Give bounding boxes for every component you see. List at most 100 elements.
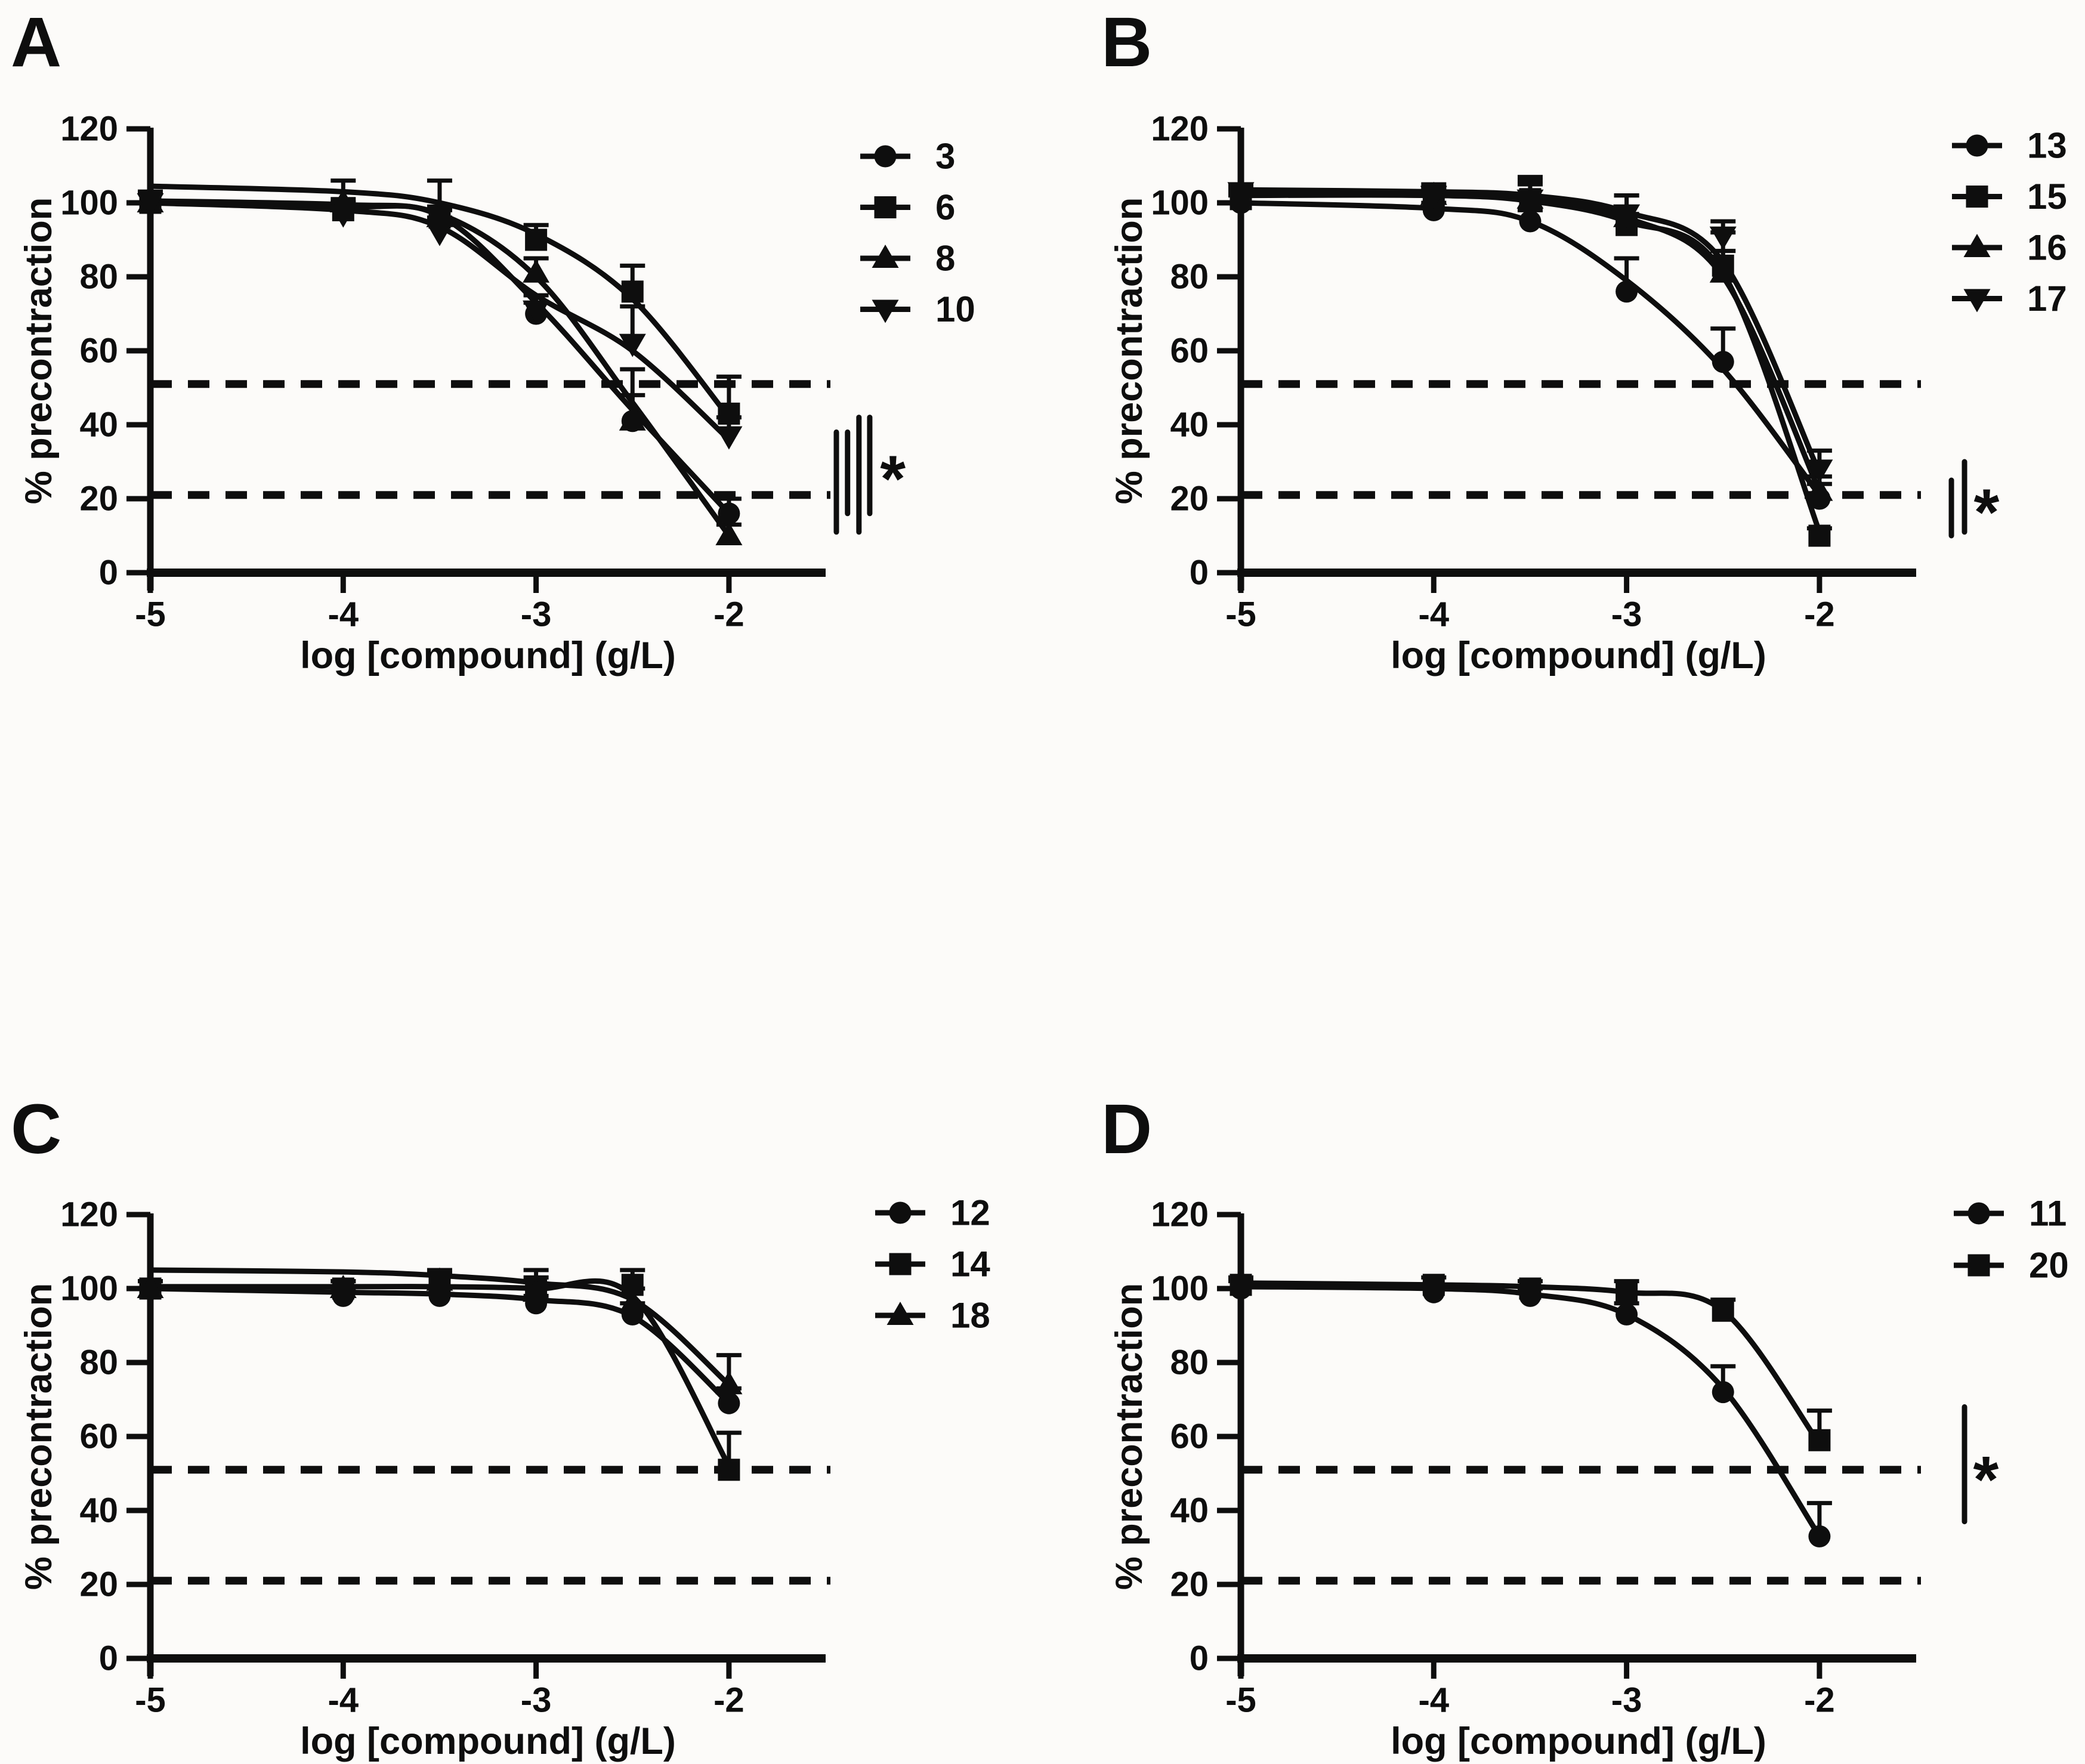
marker-circle xyxy=(1616,280,1638,303)
significance-star: * xyxy=(1973,476,1999,549)
y-tick-label: 40 xyxy=(79,406,118,444)
x-tick-label: -5 xyxy=(135,1681,166,1720)
x-tick-label: -2 xyxy=(713,1681,745,1720)
legend-label: 3 xyxy=(935,137,955,177)
marker-square xyxy=(718,1459,740,1481)
marker-circle xyxy=(1712,351,1734,373)
marker-triangle-down xyxy=(137,193,164,217)
panel-label-C: C xyxy=(11,1090,62,1169)
marker-square xyxy=(874,196,897,218)
marker-triangle-down xyxy=(329,204,357,228)
legend-label: 15 xyxy=(2027,177,2067,217)
curve-18 xyxy=(147,1267,732,1388)
legend-label: 18 xyxy=(950,1296,990,1336)
marker-triangle-down xyxy=(619,333,646,357)
y-tick-label: 120 xyxy=(1151,1195,1209,1234)
marker-triangle-down xyxy=(715,426,743,450)
y-tick-label: 40 xyxy=(79,1491,118,1530)
legend-label: 16 xyxy=(2027,228,2067,268)
y-tick-label: 20 xyxy=(1170,480,1209,518)
legend-label: 14 xyxy=(950,1244,990,1284)
marker-triangle-down xyxy=(426,223,453,246)
marker-triangle-up xyxy=(619,407,646,431)
curve-17 xyxy=(1238,187,1823,476)
marker-triangle-up xyxy=(1709,259,1737,283)
marker-circle xyxy=(1519,210,1542,233)
panel-B: 0 20 40 60 80 100 120 -5 -4 -3 -2 log [compound] (g… xyxy=(1108,110,2067,677)
x-tick-label: -3 xyxy=(1611,595,1642,634)
legend-item-16: 16 xyxy=(1952,228,2067,268)
panel-label-B: B xyxy=(1101,3,1153,82)
x-tick-label: -4 xyxy=(1419,1681,1450,1720)
y-tick-label: 60 xyxy=(79,332,118,370)
marker-circle xyxy=(718,1392,740,1414)
marker-triangle-up xyxy=(1806,477,1833,501)
marker-square xyxy=(1966,186,1988,208)
y-tick-label: 40 xyxy=(1170,406,1209,444)
legend-item-12: 12 xyxy=(875,1193,990,1233)
y-tick-label: 120 xyxy=(1151,110,1209,149)
legend-label: 20 xyxy=(2029,1246,2069,1286)
marker-triangle-up xyxy=(886,1302,914,1325)
x-tick-label: -5 xyxy=(135,595,166,634)
significance-annotation: * xyxy=(1948,459,1999,549)
y-tick-label: 20 xyxy=(1170,1565,1209,1604)
legend-label: 11 xyxy=(2029,1194,2067,1234)
marker-triangle-up xyxy=(137,1275,164,1298)
y-tick-label: 0 xyxy=(1190,1639,1209,1678)
legend-item-14: 14 xyxy=(875,1244,990,1284)
y-tick-label: 120 xyxy=(60,110,118,149)
marker-square xyxy=(1967,1254,1990,1277)
marker-triangle-up xyxy=(715,522,743,545)
y-tick-label: 100 xyxy=(1151,1269,1209,1308)
x-tick-label: -5 xyxy=(1225,595,1256,634)
marker-circle xyxy=(889,1201,912,1224)
significance-annotation: * xyxy=(833,415,906,535)
marker-square xyxy=(1616,1281,1638,1303)
marker-circle xyxy=(1967,1202,1990,1225)
marker-triangle-down xyxy=(1963,289,1991,313)
legend-item-17: 17 xyxy=(1952,279,2067,319)
marker-triangle-up xyxy=(523,1278,550,1302)
marker-triangle-down xyxy=(523,300,550,324)
panel-A: 0 20 40 60 80 100 120 -5 -4 -3 -2 log [compound] (g… xyxy=(18,110,975,677)
y-tick-label: 0 xyxy=(1190,554,1209,592)
legend-item-3: 3 xyxy=(860,137,955,177)
curve-13 xyxy=(1238,200,1823,498)
x-tick-label: -4 xyxy=(1419,595,1450,634)
marker-square xyxy=(889,1253,912,1275)
marker-triangle-down xyxy=(1420,186,1447,209)
marker-triangle-down xyxy=(872,299,899,323)
legend-label: 10 xyxy=(935,289,975,329)
legend-item-20: 20 xyxy=(1954,1246,2069,1286)
y-tick-label: 100 xyxy=(60,184,118,223)
y-tick-label: 100 xyxy=(1151,184,1209,223)
curve-10 xyxy=(147,200,732,443)
marker-square xyxy=(621,280,644,303)
legend-item-18: 18 xyxy=(875,1296,990,1336)
y-tick-label: 60 xyxy=(1170,332,1209,370)
marker-square xyxy=(718,402,740,425)
legend-label: 12 xyxy=(950,1193,990,1233)
x-tick-label: -3 xyxy=(1611,1681,1642,1720)
legend-label: 13 xyxy=(2027,126,2067,166)
legend-label: 8 xyxy=(935,239,955,279)
marker-square xyxy=(525,228,548,251)
y-tick-label: 60 xyxy=(1170,1417,1209,1456)
marker-triangle-up xyxy=(523,259,550,283)
legend-item-13: 13 xyxy=(1952,126,2067,166)
marker-square xyxy=(1808,1429,1831,1451)
marker-triangle-up xyxy=(329,1275,357,1298)
marker-triangle-up xyxy=(1963,234,1991,257)
marker-square xyxy=(1712,1299,1734,1322)
curve-8 xyxy=(147,198,732,539)
legend-label: 6 xyxy=(935,187,955,227)
x-axis-title: log [compound] (g/L) xyxy=(300,1720,676,1762)
x-tick-label: -5 xyxy=(1225,1681,1256,1720)
y-tick-label: 40 xyxy=(1170,1491,1209,1530)
marker-triangle-down xyxy=(1806,459,1833,483)
x-tick-label: -2 xyxy=(713,595,745,634)
curve-12 xyxy=(147,1286,732,1406)
